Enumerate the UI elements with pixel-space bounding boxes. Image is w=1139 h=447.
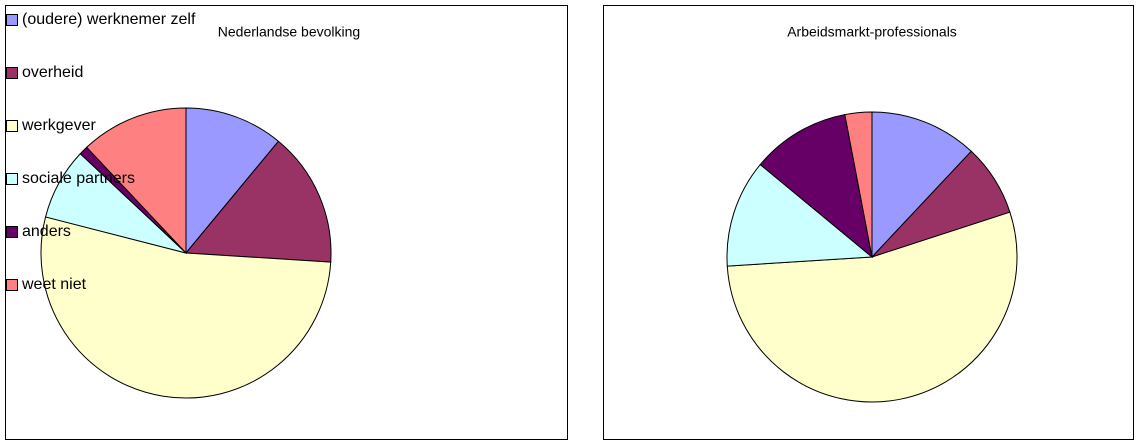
pie-slice [184, 140, 332, 263]
legend-swatch [6, 120, 18, 132]
legend-swatch [6, 67, 18, 79]
legend-item: sociale partners [6, 169, 1135, 189]
pie-slice [40, 216, 332, 399]
pie-slice [759, 113, 873, 259]
legend-item: werkgever [6, 116, 1135, 136]
legend-item: weet niet [6, 275, 1135, 295]
legend-label: overheid [22, 64, 84, 81]
legend-swatch [6, 173, 18, 185]
pie-slice [871, 111, 972, 259]
pie-slice [726, 211, 1018, 403]
legend-label: sociale partners [22, 170, 135, 187]
legend-label: anders [22, 223, 71, 240]
legend: (oudere) werknemer zelf overheid werkgever… [0, 0, 195, 329]
pie-slice [185, 107, 280, 255]
legend-label: werkgever [22, 117, 96, 134]
chart-title: Arbeidsmarkt-professionals [787, 24, 957, 40]
legend-swatch [6, 226, 18, 238]
legend-swatch [6, 279, 18, 291]
legend-label: (oudere) werknemer zelf [22, 11, 196, 28]
legend-item: overheid [6, 63, 1135, 83]
legend-item: anders [6, 222, 1135, 242]
pie-slice [726, 163, 874, 267]
legend-label: weet niet [22, 276, 87, 293]
pie-slice [86, 107, 187, 255]
legend-item: (oudere) werknemer zelf [6, 10, 1135, 30]
pie-slice [844, 111, 873, 258]
legend-swatch [6, 14, 18, 26]
chart-title: Nederlandse bevolking [218, 24, 360, 40]
